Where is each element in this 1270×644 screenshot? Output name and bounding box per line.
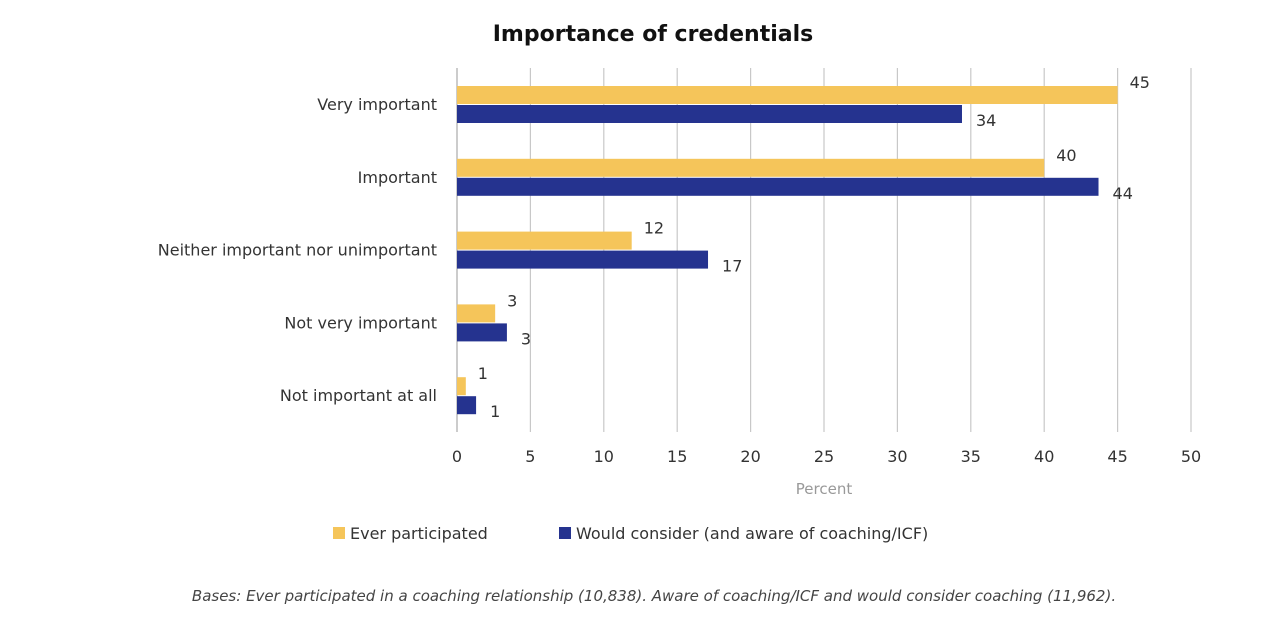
bar-ever-participated: [457, 158, 1045, 177]
category-label: Important: [358, 168, 437, 187]
bar-would-consider: [457, 250, 709, 269]
bar-ever-participated: [457, 86, 1118, 104]
x-tick-label: 25: [814, 447, 834, 466]
category-label: Not very important: [284, 313, 437, 332]
x-tick-label: 20: [740, 447, 760, 466]
data-label: 1: [478, 364, 488, 383]
bar-would-consider: [457, 396, 477, 415]
legend-swatch-ever-participated: [333, 527, 345, 539]
legend-swatch-would-consider: [559, 527, 571, 539]
x-tick-label: 45: [1107, 447, 1127, 466]
x-tick-label: 40: [1034, 447, 1054, 466]
bar-would-consider: [457, 323, 507, 342]
legend-label-would-consider: Would consider (and aware of coaching/IC…: [576, 524, 928, 543]
x-tick-label: 5: [525, 447, 535, 466]
x-tick-label: 30: [887, 447, 907, 466]
data-label: 34: [976, 111, 996, 130]
data-label: 45: [1130, 73, 1150, 92]
data-label: 40: [1056, 146, 1076, 165]
data-label: 3: [521, 329, 531, 348]
legend-label-ever-participated: Ever participated: [350, 524, 488, 543]
bar-ever-participated: [457, 304, 496, 323]
data-label: 17: [722, 257, 742, 276]
chart-title: Importance of credentials: [493, 22, 814, 47]
x-tick-label: 35: [961, 447, 981, 466]
data-label: 12: [644, 219, 664, 238]
data-label: 1: [490, 402, 500, 421]
bar-ever-participated: [457, 231, 632, 250]
x-axis-label: Percent: [796, 480, 853, 498]
x-tick-label: 10: [594, 447, 614, 466]
x-tick-label: 0: [452, 447, 462, 466]
category-label: Neither important nor unimportant: [158, 241, 437, 260]
bar-would-consider: [457, 177, 1099, 196]
x-tick-label: 15: [667, 447, 687, 466]
x-tick-label: 50: [1181, 447, 1201, 466]
category-label: Not important at all: [280, 386, 437, 405]
data-label: 3: [507, 291, 517, 310]
bar-ever-participated: [457, 377, 466, 396]
category-label: Very important: [317, 95, 437, 114]
data-label: 44: [1113, 184, 1133, 203]
bar-would-consider: [457, 105, 962, 123]
footnote: Bases: Ever participated in a coaching r…: [192, 587, 1116, 605]
